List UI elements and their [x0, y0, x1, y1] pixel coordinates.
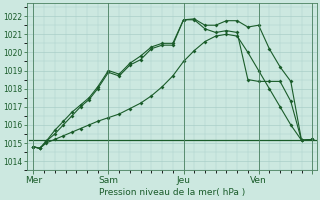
- X-axis label: Pression niveau de la mer( hPa ): Pression niveau de la mer( hPa ): [99, 188, 245, 197]
